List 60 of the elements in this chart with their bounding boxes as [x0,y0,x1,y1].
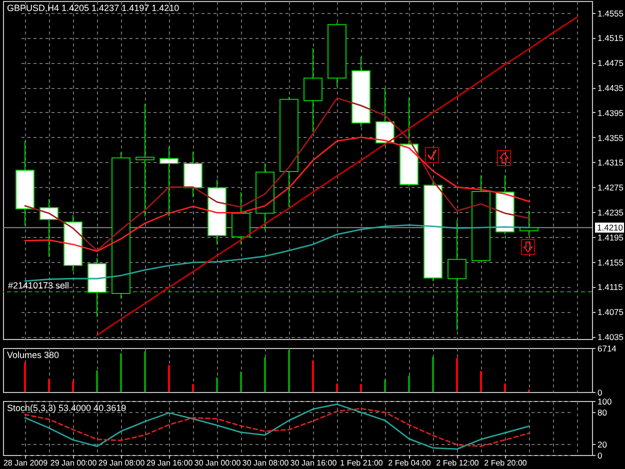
y-tick-label: 1.4075 [598,307,624,318]
bar [408,376,410,392]
x-tick-label: 30 Jan 00:00 [194,458,242,468]
line-series [96,16,578,336]
chart-title: GBPUSD,H4 1.4205 1.4237 1.4197 1.4210 [7,3,180,13]
bar [456,358,458,392]
y-tick-label: 1.4555 [598,8,624,18]
x-tick-label: 2 Feb 12:00 [436,458,480,468]
bar [312,360,314,392]
y-tick-label: 0 [598,450,602,460]
candlestick [232,192,250,245]
bar [240,372,242,392]
y-tick-label: 1.4515 [598,33,624,44]
bar [144,351,146,392]
x-tick-label: 30 Jan 08:00 [242,458,290,468]
x-tick-label: 29 Jan 08:00 [98,458,146,468]
y-tick-label: 1.4315 [598,158,624,168]
bar [360,384,362,392]
y-tick-label: 6714 [598,344,617,354]
bar [48,378,50,392]
bar [432,356,434,392]
x-tick-label: 29 Jan 16:00 [146,458,194,468]
x-tick-label: 1 Feb 21:00 [340,458,384,468]
candlestick [160,146,178,217]
y-tick-label: 1.4435 [598,83,624,94]
bar [480,371,482,392]
y-tick-label: 1.4475 [598,58,624,68]
candlestick [448,220,466,331]
bar [72,380,74,392]
y-tick-label: 1.4235 [598,208,624,218]
y-tick-label: 0 [598,388,602,398]
bar [384,380,386,392]
candlestick [304,48,322,132]
bar [504,383,506,392]
y-tick-label: 1.4195 [598,232,624,242]
bar [336,383,338,392]
ref-line-label: #21410173 sell [8,280,70,291]
y-tick-label: 1.4355 [598,132,624,143]
bar [96,370,98,392]
y-tick-label: 1.4115 [598,282,624,292]
bar [192,384,194,392]
bar [24,362,26,392]
bar [264,357,266,392]
chart-title: Volumes 380 [7,350,60,360]
x-tick-label: 30 Jan 16:00 [290,458,338,468]
x-tick-label: 2 Feb 04:00 [388,458,432,468]
y-tick-label: 1.4275 [598,182,624,193]
bar [216,378,218,392]
x-tick-label: 2 Feb 20:00 [484,458,528,468]
bar [168,365,170,392]
y-tick-label: 20 [598,440,608,450]
bar [120,353,122,392]
y-tick-label: 1.4395 [598,108,624,118]
x-tick-label: 28 Jan 2009 [3,458,48,468]
chart-title: Stoch(5,3,3) 53.4000 40.3619 [7,403,126,413]
y-tick-label: 1.4155 [598,257,624,268]
y-tick-label: 80 [598,407,608,418]
x-tick-label: 29 Jan 00:00 [50,458,98,468]
y-tick-label: 100 [598,396,612,406]
y-tick-label: 1.4035 [598,332,624,342]
